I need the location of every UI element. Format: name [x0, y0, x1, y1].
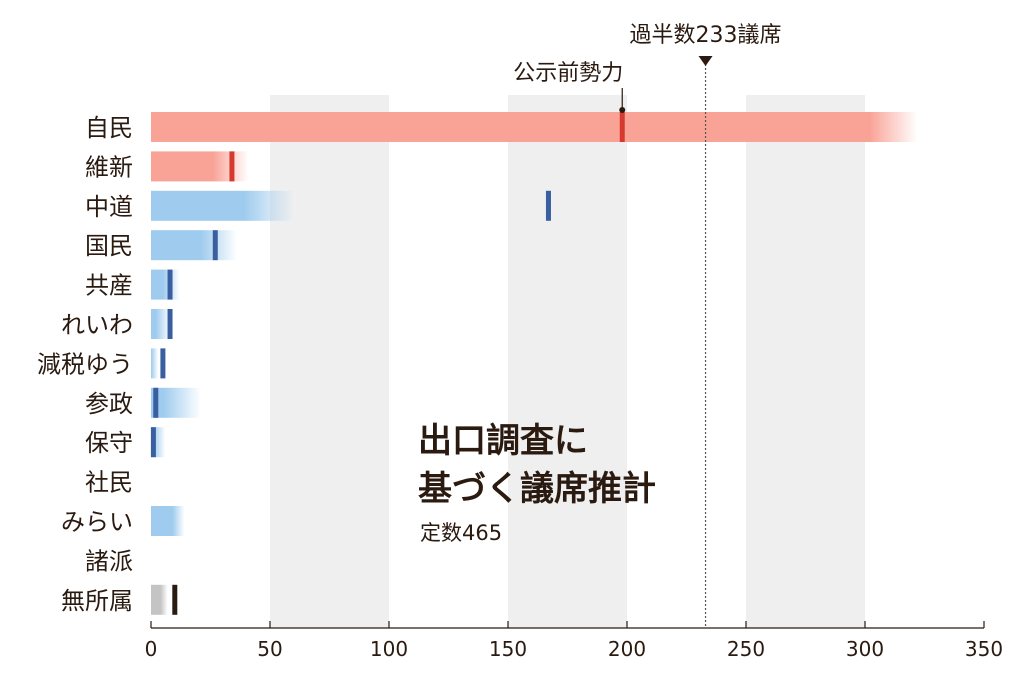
x-tick-label: 150 [489, 637, 527, 661]
category-label: 保守 [85, 429, 133, 457]
estimate-bar [151, 112, 918, 142]
category-label: れいわ [61, 311, 133, 339]
estimate-bar [151, 230, 237, 261]
category-label: 維新 [85, 153, 133, 181]
estimate-bar [151, 584, 168, 615]
estimate-bar [151, 309, 171, 339]
x-tick-label: 100 [370, 637, 408, 661]
category-label: 国民 [85, 232, 133, 260]
pre-election-marker [153, 387, 159, 418]
chart-title-line1: 出口調査に [418, 421, 588, 461]
x-axis: 0 50 100 150 200 250 300 350 [145, 621, 1003, 661]
estimate-bar [151, 387, 201, 418]
category-label: 社民 [85, 469, 133, 497]
grid-bands [270, 95, 865, 628]
category-label: 中道 [85, 193, 133, 221]
category-label: みらい [61, 508, 133, 536]
category-label: 共産 [85, 272, 133, 300]
pre-election-marker [172, 584, 178, 615]
chart-subtitle: 定数465 [420, 521, 502, 545]
pre-election-marker [545, 190, 551, 221]
grid-band [270, 95, 389, 628]
estimate-bar [151, 348, 159, 379]
estimate-bar [151, 190, 294, 221]
category-label: 減税ゆう [37, 350, 133, 378]
annotations: 過半数233議席 公示前勢力 [513, 23, 782, 628]
category-label: 無所属 [61, 587, 133, 615]
pre-election-pointer-dot [619, 107, 626, 113]
category-label: 自民 [85, 114, 133, 142]
pre-election-marker [167, 309, 173, 339]
x-tick-label: 50 [257, 637, 282, 661]
pre-election-marker [160, 348, 166, 379]
majority-label: 過半数233議席 [630, 23, 782, 48]
pre-election-marker [212, 230, 218, 261]
pre-election-marker [150, 427, 156, 458]
chart-title-line2: 基づく議席推計 [418, 469, 656, 509]
estimate-bar [151, 506, 185, 536]
pre-election-marker [619, 112, 625, 142]
grid-band [508, 95, 627, 628]
estimate-bar [151, 269, 180, 300]
x-tick-label: 250 [727, 637, 765, 661]
x-tick-label: 300 [846, 637, 884, 661]
category-label: 参政 [85, 390, 133, 418]
x-tick-label: 200 [608, 637, 646, 661]
pre-election-marker [167, 269, 173, 300]
x-tick-label: 0 [145, 637, 158, 661]
pre-election-marker [229, 151, 235, 182]
grid-band [746, 95, 865, 628]
pre-election-markers [150, 112, 625, 615]
x-tick-label: 350 [965, 637, 1003, 661]
category-label: 諸派 [85, 547, 133, 575]
pre-election-label: 公示前勢力 [513, 61, 623, 86]
majority-triangle-icon [698, 56, 713, 66]
